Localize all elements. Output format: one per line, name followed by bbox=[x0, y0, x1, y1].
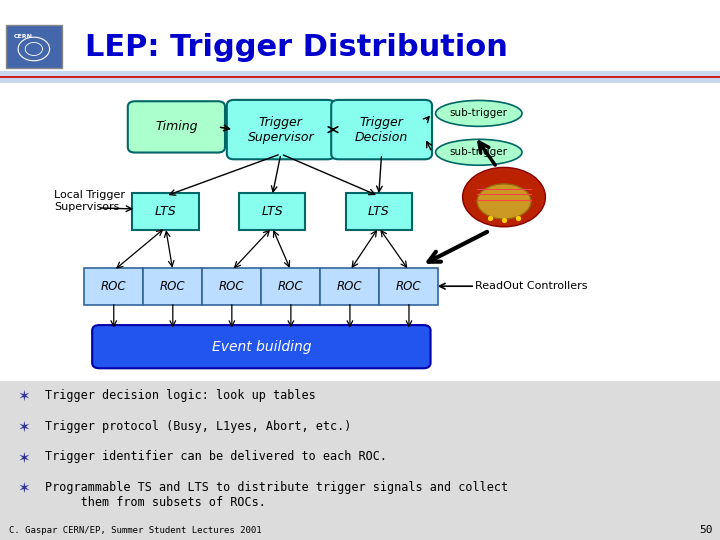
Text: ROC: ROC bbox=[219, 280, 245, 293]
Text: Timing: Timing bbox=[155, 120, 198, 133]
FancyBboxPatch shape bbox=[320, 268, 379, 305]
Point bbox=[484, 213, 495, 222]
Bar bbox=[0, 381, 720, 540]
FancyBboxPatch shape bbox=[6, 25, 62, 68]
Text: ROC: ROC bbox=[337, 280, 363, 293]
Text: Trigger decision logic: look up tables: Trigger decision logic: look up tables bbox=[45, 389, 315, 402]
Text: sub-trigger: sub-trigger bbox=[450, 109, 508, 118]
Text: 50: 50 bbox=[699, 524, 713, 535]
Point bbox=[498, 215, 510, 224]
Text: LTS: LTS bbox=[261, 205, 283, 218]
FancyBboxPatch shape bbox=[202, 268, 261, 305]
FancyBboxPatch shape bbox=[261, 268, 320, 305]
Text: LTS: LTS bbox=[368, 205, 390, 218]
Text: ✶: ✶ bbox=[18, 420, 31, 435]
FancyBboxPatch shape bbox=[227, 100, 335, 159]
FancyBboxPatch shape bbox=[128, 102, 225, 152]
Ellipse shape bbox=[436, 139, 522, 165]
Text: CERN: CERN bbox=[14, 34, 33, 39]
Point bbox=[513, 213, 524, 222]
FancyBboxPatch shape bbox=[92, 325, 431, 368]
Text: ROC: ROC bbox=[278, 280, 304, 293]
Text: ROC: ROC bbox=[160, 280, 186, 293]
Bar bbox=[0, 71, 720, 83]
Text: ROC: ROC bbox=[101, 280, 127, 293]
Text: ✶: ✶ bbox=[18, 481, 31, 496]
Text: sub-trigger: sub-trigger bbox=[450, 147, 508, 157]
FancyBboxPatch shape bbox=[143, 268, 202, 305]
Text: ReadOut Controllers: ReadOut Controllers bbox=[475, 281, 588, 291]
Text: Local Trigger
Supervisors: Local Trigger Supervisors bbox=[54, 190, 125, 212]
FancyBboxPatch shape bbox=[379, 268, 438, 305]
Text: ✶: ✶ bbox=[18, 450, 31, 465]
FancyBboxPatch shape bbox=[132, 193, 199, 230]
Text: Trigger identifier can be delivered to each ROC.: Trigger identifier can be delivered to e… bbox=[45, 450, 387, 463]
Ellipse shape bbox=[477, 184, 531, 219]
FancyBboxPatch shape bbox=[239, 193, 305, 230]
FancyBboxPatch shape bbox=[346, 193, 412, 230]
Text: Programmable TS and LTS to distribute trigger signals and collect
     them from: Programmable TS and LTS to distribute tr… bbox=[45, 481, 508, 509]
Bar bbox=[0, 76, 720, 78]
Ellipse shape bbox=[462, 167, 546, 227]
Text: Trigger protocol (Busy, L1yes, Abort, etc.): Trigger protocol (Busy, L1yes, Abort, et… bbox=[45, 420, 351, 433]
Text: LEP: Trigger Distribution: LEP: Trigger Distribution bbox=[85, 33, 508, 62]
Bar bbox=[0, 0, 720, 381]
Text: ROC: ROC bbox=[396, 280, 422, 293]
Text: Trigger
Supervisor: Trigger Supervisor bbox=[248, 116, 314, 144]
Text: C. Gaspar CERN/EP, Summer Student Lectures 2001: C. Gaspar CERN/EP, Summer Student Lectur… bbox=[9, 525, 261, 535]
Ellipse shape bbox=[436, 100, 522, 126]
FancyBboxPatch shape bbox=[84, 268, 143, 305]
Text: Event building: Event building bbox=[212, 340, 311, 354]
Text: ✶: ✶ bbox=[18, 389, 31, 404]
Text: Trigger
Decision: Trigger Decision bbox=[355, 116, 408, 144]
FancyBboxPatch shape bbox=[331, 100, 432, 159]
Text: LTS: LTS bbox=[155, 205, 176, 218]
